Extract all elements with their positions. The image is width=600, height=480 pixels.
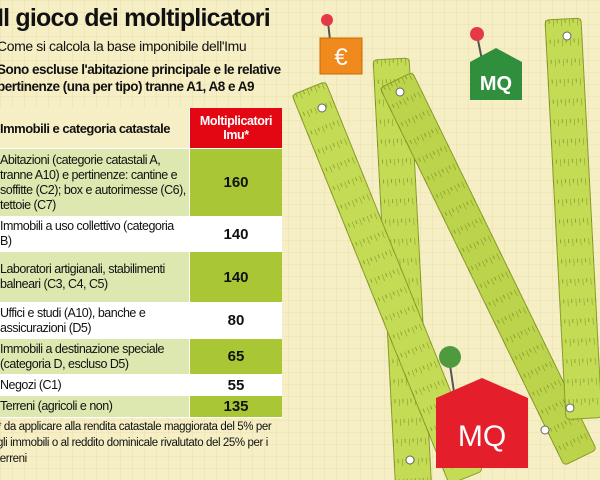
category-cell: Terreni (agricoli e non) <box>0 396 189 417</box>
category-cell: Negozi (C1) <box>0 375 189 395</box>
euro-sign: € <box>319 14 363 75</box>
deck: Sono escluse l'abitazione principale e l… <box>0 62 281 94</box>
table-row: Abitazioni (categorie catastali A, trann… <box>0 149 282 217</box>
title: Il gioco dei moltiplicatori <box>0 4 271 32</box>
column-header: Immobili e categoria catastale <box>0 108 189 148</box>
multiplier-cell: 160 <box>189 149 282 216</box>
table-row: Laboratori artigianali, stabilimenti bal… <box>0 252 282 303</box>
multiplier-cell: 140 <box>189 217 282 251</box>
footnote: * da applicare alla rendita catastale ma… <box>0 421 272 465</box>
subtitle: Come si calcola la base imponibile dell'… <box>0 38 247 54</box>
table-header: Immobili e categoria catastale Moltiplic… <box>0 108 282 149</box>
multiplier-cell: 80 <box>189 303 282 338</box>
sign-label: MQ <box>480 73 512 95</box>
sign-label: € <box>334 44 348 71</box>
sign-label: MQ <box>458 420 506 453</box>
house-sign-large: MQ <box>436 346 528 468</box>
house-sign-small: MQ <box>470 27 522 100</box>
category-cell: Uffici e studi (A10), banche e assicuraz… <box>0 303 189 338</box>
rulers <box>292 17 600 480</box>
table: Immobili e categoria catastale Moltiplic… <box>0 108 282 418</box>
category-cell: Immobili a destinazione speciale (catego… <box>0 339 189 374</box>
table-row: Immobili a uso collettivo (categoria B) 1… <box>0 217 282 252</box>
multiplier-cell: 65 <box>189 339 282 374</box>
table-row: Uffici e studi (A10), banche e assicuraz… <box>0 303 282 339</box>
multiplier-cell: 140 <box>189 252 282 302</box>
table-row: Immobili a destinazione speciale (catego… <box>0 339 282 375</box>
table-row: Negozi (C1) 55 <box>0 375 282 396</box>
multiplier-cell: 55 <box>189 375 282 395</box>
category-cell: Immobili a uso collettivo (categoria B) <box>0 217 189 251</box>
column-header: Moltiplicatori Imu* <box>189 108 282 148</box>
category-cell: Abitazioni (categorie catastali A, trann… <box>0 149 189 216</box>
table-row: Terreni (agricoli e non) 135 <box>0 396 282 418</box>
category-cell: Laboratori artigianali, stabilimenti bal… <box>0 252 189 302</box>
multiplier-cell: 135 <box>189 396 282 417</box>
